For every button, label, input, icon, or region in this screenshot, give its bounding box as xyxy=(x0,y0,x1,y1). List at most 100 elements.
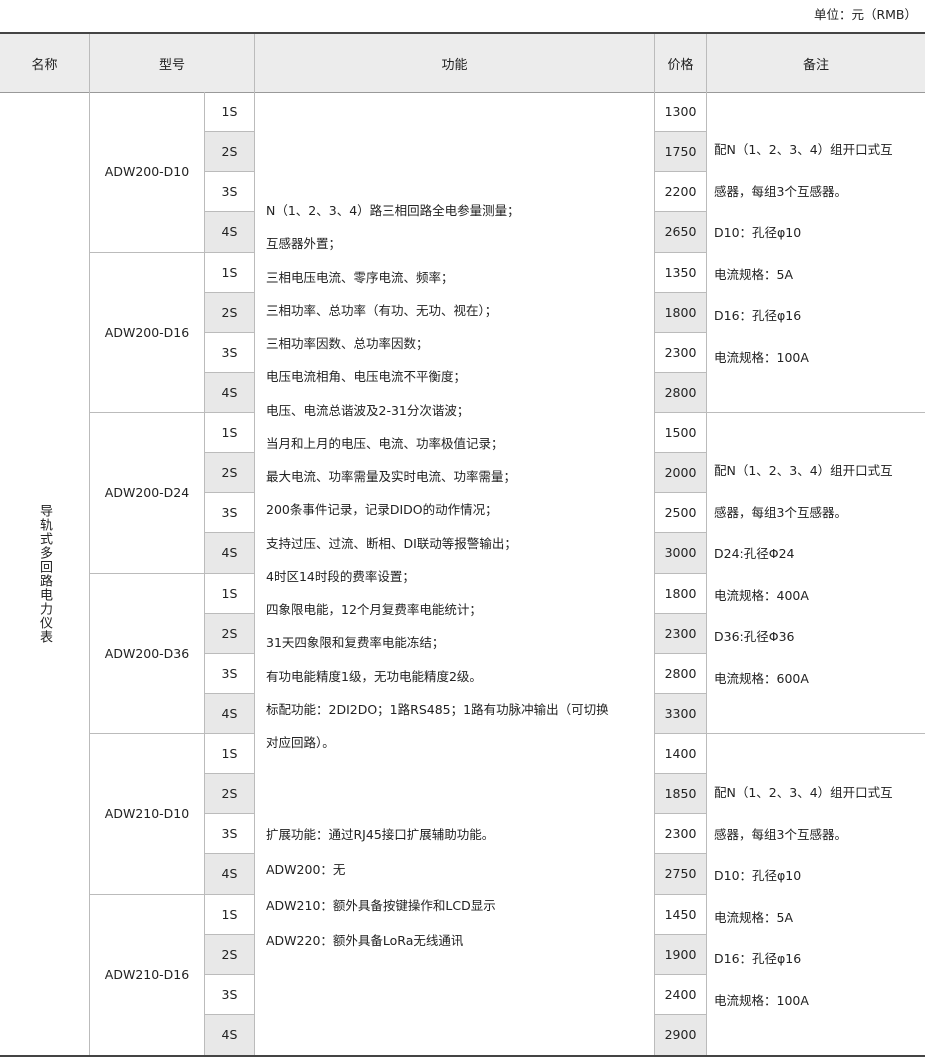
table-header: 名称 型号 功能 价格 备注 xyxy=(0,32,925,93)
variant-cell: 2S xyxy=(205,934,255,975)
price-cell: 2800 xyxy=(655,372,707,413)
function-cell xyxy=(255,92,655,1055)
function-line: 当月和上月的电压、电流、功率极值记录； xyxy=(266,435,504,451)
variant-cell: 3S xyxy=(205,974,255,1015)
variant-cell: 3S xyxy=(205,814,255,855)
extension-function-line: ADW200：无 xyxy=(266,862,346,878)
price-cell: 1400 xyxy=(655,734,707,775)
function-line: 支持过压、过流、断相、DI联动等报警输出； xyxy=(266,535,517,551)
price-cell: 1350 xyxy=(655,252,707,293)
variant-cell: 4S xyxy=(205,372,255,413)
variant-cell: 2S xyxy=(205,774,255,815)
variant-cell: 1S xyxy=(205,734,255,775)
variant-cell: 3S xyxy=(205,653,255,694)
remark-line: D16：孔径φ16 xyxy=(714,308,802,324)
price-cell: 1850 xyxy=(655,774,707,815)
model-cell: ADW200-D16 xyxy=(90,252,205,413)
function-line: 有功电能精度1级，无功电能精度2级。 xyxy=(266,668,482,684)
remark-line: D16：孔径φ16 xyxy=(714,951,802,967)
price-cell: 2300 xyxy=(655,613,707,654)
header-function: 功能 xyxy=(255,34,655,92)
function-line: N（1、2、3、4）路三相回路全电参量测量； xyxy=(266,203,520,218)
price-cell: 1750 xyxy=(655,132,707,173)
function-line: 电压电流相角、电压电流不平衡度； xyxy=(266,369,467,385)
price-cell: 2400 xyxy=(655,974,707,1015)
price-cell: 3000 xyxy=(655,533,707,574)
price-cell: 1800 xyxy=(655,292,707,333)
function-line: 最大电流、功率需量及实时电流、功率需量； xyxy=(266,469,517,484)
model-cell: ADW200-D24 xyxy=(90,413,205,574)
remark-line: D24:孔径Φ24 xyxy=(714,546,795,562)
function-line: 对应回路）。 xyxy=(266,735,335,750)
variant-cell: 1S xyxy=(205,413,255,454)
variant-cell: 1S xyxy=(205,894,255,935)
remark-cell xyxy=(707,92,925,413)
function-line: 三相功率因数、总功率因数； xyxy=(266,336,429,351)
remark-line: 电流规格：400A xyxy=(714,587,809,603)
price-cell: 1300 xyxy=(655,92,707,133)
product-name-cell: 导轨式多回路电力仪表 xyxy=(0,92,90,1055)
variant-cell: 3S xyxy=(205,493,255,534)
price-cell: 1500 xyxy=(655,413,707,454)
variant-cell: 2S xyxy=(205,132,255,173)
function-line: 4时区14时段的费率设置； xyxy=(266,568,415,584)
remark-line: 配N（1、2、3、4）组开口式互 xyxy=(714,142,893,157)
price-cell: 2000 xyxy=(655,453,707,494)
header-price: 价格 xyxy=(655,34,707,92)
remark-line: 电流规格：600A xyxy=(714,671,809,686)
table-bottom-rule xyxy=(0,1055,925,1057)
remark-line: 感器，每组3个互感器。 xyxy=(714,826,847,842)
variant-cell: 1S xyxy=(205,252,255,293)
remark-line: 电流规格：5A xyxy=(714,909,794,925)
variant-cell: 4S xyxy=(205,693,255,734)
price-cell: 2300 xyxy=(655,814,707,855)
price-cell: 2750 xyxy=(655,854,707,895)
header-remark: 备注 xyxy=(802,57,829,73)
variant-cell: 2S xyxy=(205,292,255,333)
remark-line: 电流规格：100A xyxy=(714,993,809,1008)
function-line: 标配功能：2DI2DO；1路RS485；1路有功脉冲输出（可切换 xyxy=(266,701,609,717)
price-cell: 2900 xyxy=(655,1014,707,1055)
model-cell: ADW200-D36 xyxy=(90,573,205,734)
variant-cell: 1S xyxy=(205,92,255,133)
variant-cell: 4S xyxy=(205,854,255,895)
remark-line: D36:孔径Φ36 xyxy=(714,629,795,645)
price-cell: 2200 xyxy=(655,172,707,213)
extension-function-line: ADW220：额外具备LoRa无线通讯 xyxy=(266,932,464,948)
remark-line: 感器，每组3个互感器。 xyxy=(714,183,847,199)
variant-cell: 1S xyxy=(205,573,255,614)
model-cell: ADW200-D10 xyxy=(90,92,205,253)
price-cell: 1450 xyxy=(655,894,707,935)
variant-cell: 4S xyxy=(205,533,255,574)
price-cell: 2650 xyxy=(655,212,707,253)
variant-cell: 4S xyxy=(205,212,255,253)
remark-line: 感器，每组3个互感器。 xyxy=(714,504,847,520)
remark-line: 配N（1、2、3、4）组开口式互 xyxy=(714,785,893,800)
price-cell: 1800 xyxy=(655,573,707,614)
remark-line: 配N（1、2、3、4）组开口式互 xyxy=(714,463,893,478)
function-line: 200条事件记录，记录DIDO的动作情况； xyxy=(266,502,498,518)
remark-line: D10：孔径φ10 xyxy=(714,225,802,241)
variant-cell: 3S xyxy=(205,172,255,213)
function-line: 31天四象限和复费率电能冻结； xyxy=(266,635,445,651)
extension-function-line: 扩展功能：通过RJ45接口扩展辅助功能。 xyxy=(266,827,495,842)
price-cell: 2800 xyxy=(655,653,707,694)
function-line: 三相功率、总功率（有功、无功、视在）； xyxy=(266,302,498,318)
remark-cell xyxy=(707,413,925,734)
remark-line: 电流规格：5A xyxy=(714,266,794,282)
model-cell: ADW210-D10 xyxy=(90,734,205,895)
variant-cell: 2S xyxy=(205,613,255,654)
variant-cell: 3S xyxy=(205,332,255,373)
remark-line: D10：孔径φ10 xyxy=(714,868,802,884)
price-cell: 2500 xyxy=(655,493,707,534)
function-line: 四象限电能，12个月复费率电能统计； xyxy=(266,602,482,617)
function-line: 电压、电流总谐波及2-31分次谐波； xyxy=(266,402,470,418)
header-name: 名称 xyxy=(0,34,90,92)
function-line: 互感器外置； xyxy=(266,236,342,252)
remark-line: 电流规格：100A xyxy=(714,350,809,365)
unit-label: 单位：元（RMB） xyxy=(813,7,917,22)
variant-cell: 4S xyxy=(205,1014,255,1055)
model-cell: ADW210-D16 xyxy=(90,894,205,1055)
price-cell: 1900 xyxy=(655,934,707,975)
